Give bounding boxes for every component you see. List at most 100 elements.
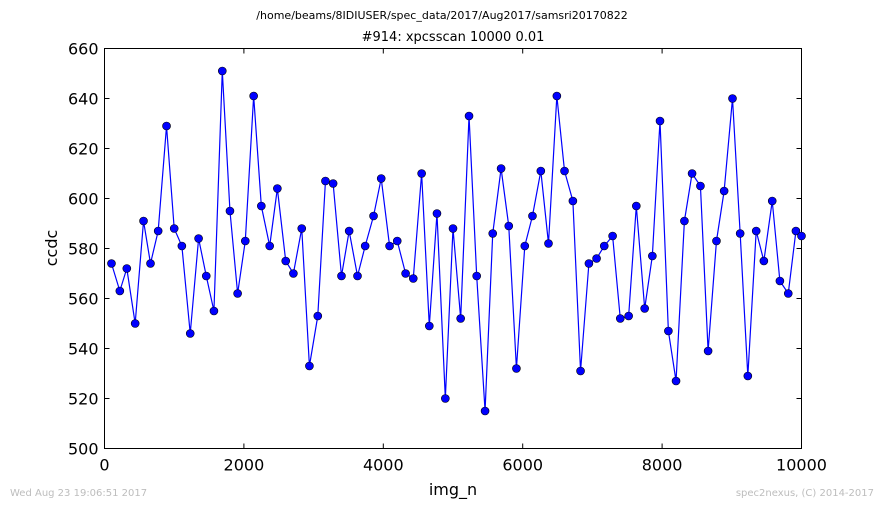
data-point (153, 226, 163, 236)
data-point (560, 166, 569, 176)
x-tick-label: 8000 (642, 456, 683, 475)
data-point (313, 311, 323, 321)
data-point (671, 376, 681, 386)
y-tick-label: 640 (68, 90, 99, 109)
plot-frame (104, 48, 802, 449)
data-point (281, 256, 291, 266)
data-point (544, 239, 553, 248)
data-point (552, 91, 562, 101)
footer-timestamp: Wed Aug 23 19:06:51 2017 (10, 488, 148, 499)
data-point (655, 116, 665, 126)
data-point (177, 241, 187, 251)
data-point (265, 241, 274, 251)
data-point (122, 264, 132, 273)
data-point (592, 254, 601, 263)
data-point (321, 176, 330, 186)
data-point (703, 346, 713, 356)
data-point (217, 66, 227, 76)
data-point (353, 271, 362, 281)
data-point (488, 229, 498, 238)
data-point (797, 231, 806, 241)
data-point (735, 229, 745, 238)
data-point (328, 179, 338, 188)
x-tick-label: 10000 (776, 456, 827, 475)
data-point (791, 226, 801, 236)
data-point (401, 269, 410, 278)
data-point (201, 271, 211, 281)
y-tick-label: 500 (68, 440, 99, 459)
data-point (233, 289, 242, 298)
data-point (194, 234, 203, 243)
figure-suptitle: /home/beams/8IDIUSER/spec_data/2017/Aug2… (256, 9, 628, 22)
x-tick-label: 4000 (363, 456, 404, 475)
data-point (743, 371, 753, 381)
data-point (257, 201, 266, 211)
data-point (115, 286, 125, 296)
series-line (110, 70, 802, 412)
data-point (728, 94, 737, 103)
data-point (696, 181, 705, 191)
data-point (712, 236, 721, 246)
data-point (337, 271, 346, 281)
data-point (425, 321, 434, 331)
data-point (297, 224, 307, 233)
data-point (369, 211, 378, 221)
data-point (146, 259, 155, 268)
data-point (417, 169, 426, 178)
data-point (512, 364, 521, 373)
data-point (456, 314, 465, 323)
y-tick-label: 540 (68, 340, 99, 359)
data-point (536, 166, 546, 176)
data-point (240, 236, 250, 246)
data-point (759, 256, 769, 266)
data-point (305, 361, 314, 371)
data-point (448, 224, 458, 233)
data-point (385, 241, 394, 251)
x-axis-label: img_n (429, 480, 477, 500)
data-point (185, 329, 195, 338)
data-point (472, 271, 481, 281)
y-tick-label: 600 (68, 190, 99, 209)
data-point (441, 394, 450, 403)
data-point (608, 231, 617, 241)
data-point (376, 174, 386, 183)
data-point (432, 209, 442, 218)
data-point (289, 269, 298, 278)
data-point (169, 224, 179, 233)
y-tick-label: 580 (68, 240, 99, 259)
data-point (249, 91, 258, 101)
data-point (273, 184, 282, 193)
data-point (464, 111, 474, 121)
data-point (599, 241, 609, 251)
x-tick-label: 6000 (502, 456, 543, 475)
y-tick-label: 560 (68, 290, 99, 309)
data-point (392, 236, 402, 246)
data-point (648, 251, 657, 261)
data-point (139, 216, 148, 226)
data-point (751, 226, 761, 236)
data-point (632, 201, 641, 211)
data-point (775, 276, 785, 286)
data-point (624, 311, 633, 321)
chart-title: #914: xpcsscan 10000 0.01 (361, 30, 545, 45)
data-point (576, 366, 585, 376)
data-point (344, 226, 354, 236)
data-point (719, 186, 729, 196)
data-point (225, 206, 235, 216)
data-point (408, 274, 418, 283)
data-point (504, 221, 514, 231)
data-point (496, 164, 506, 173)
data-point (783, 289, 793, 298)
data-point (664, 326, 673, 336)
x-tick-label: 2000 (224, 456, 265, 475)
data-point (130, 319, 140, 328)
y-tick-label: 660 (68, 40, 99, 59)
footer-credit: spec2nexus, (C) 2014-2017 (735, 488, 874, 499)
data-point (360, 241, 370, 251)
data-point (687, 169, 697, 178)
data-point (107, 259, 116, 268)
y-tick-label: 520 (68, 390, 99, 409)
data-point (520, 241, 530, 251)
data-point (640, 304, 649, 313)
